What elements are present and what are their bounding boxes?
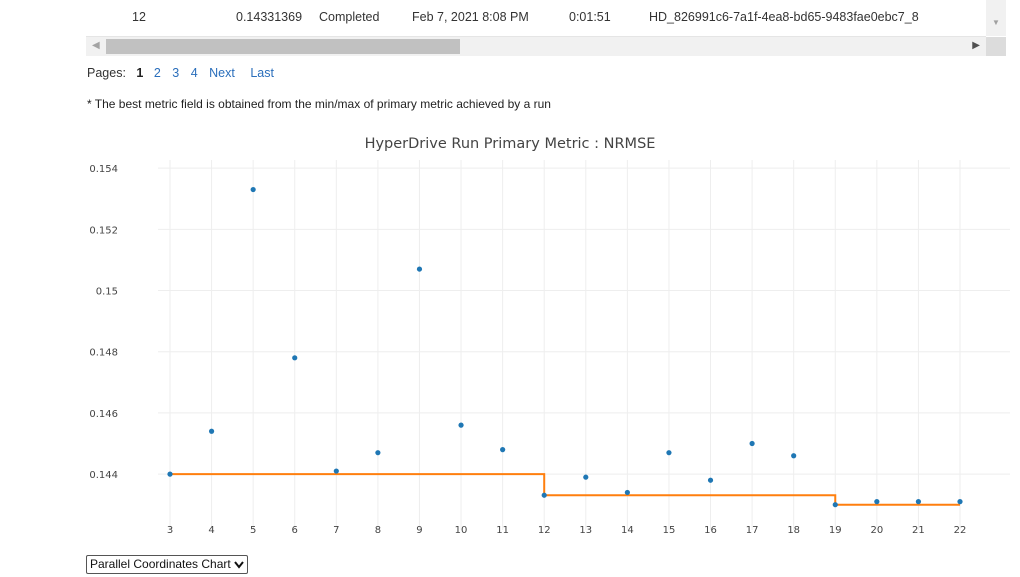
best-metric-footnote: * The best metric field is obtained from… [87,97,551,111]
metric-point[interactable] [707,477,714,483]
chevron-down-icon [233,560,244,569]
metric-point[interactable] [458,422,464,428]
x-tick-label: 3 [167,525,173,536]
next-page-link[interactable]: Next [209,66,235,80]
metric-point[interactable] [749,440,755,447]
x-tick-label: 4 [208,525,214,536]
x-tick-label: 15 [663,525,676,536]
x-tick-label: 5 [250,525,256,536]
x-tick-label: 22 [954,525,967,536]
start-time-cell: Feb 7, 2021 8:08 PM [412,10,529,24]
table-row[interactable]: 12 0.14331369 Completed Feb 7, 2021 8:08… [86,0,986,37]
x-tick-label: 13 [579,525,592,536]
y-axis-ticks: 0.144 0.146 0.148 0.15 0.152 0.154 [89,164,118,481]
x-tick-label: 9 [416,525,422,536]
duration-cell: 0:01:51 [569,10,611,24]
metric-point[interactable] [333,468,339,474]
x-tick-label: 10 [455,525,468,536]
x-tick-label: 20 [870,525,883,536]
y-tick-label: 0.144 [89,470,118,481]
page-link-3[interactable]: 3 [172,66,180,80]
run-id-cell: HD_826991c6-7a1f-4ea8-bd65-9483fae0ebc7_… [649,10,919,24]
page-link-4[interactable]: 4 [190,66,198,80]
primary-metric-chart: 0.144 0.146 0.148 0.15 0.152 0.154 3 4 5 6 7 8 9 10 1… [89,160,1010,536]
x-tick-label: 8 [375,525,381,536]
x-tick-label: 6 [292,525,298,536]
arrow-down-icon[interactable]: ▼ [992,18,1000,27]
chart-type-select[interactable]: Parallel Coordinates Chart [86,555,248,574]
x-tick-label: 18 [787,525,800,536]
metric-point[interactable] [874,499,880,505]
best-metric-step-line [170,473,960,506]
metric-point[interactable] [167,471,173,477]
runs-table: 12 0.14331369 Completed Feb 7, 2021 8:08… [86,0,1006,58]
y-tick-label: 0.148 [89,348,118,359]
vertical-scrollbar[interactable]: ▼ [986,0,1006,36]
metric-point[interactable] [416,266,423,272]
status-cell: Completed [319,10,380,24]
metric-point[interactable] [666,450,672,456]
pagination: Pages: 1 2 3 4 Next Last [87,66,286,80]
page-link-2[interactable]: 2 [153,66,161,80]
x-tick-label: 16 [704,525,717,536]
scrollbar-thumb[interactable] [106,39,460,54]
arrow-left-icon[interactable]: ◀ [92,40,100,51]
current-page: 1 [136,66,144,80]
chart-type-selected: Parallel Coordinates Chart [90,557,231,571]
arrow-right-icon[interactable]: ▶ [972,40,980,51]
metric-point[interactable] [791,453,797,459]
x-tick-label: 12 [538,525,551,536]
y-tick-label: 0.154 [89,164,118,175]
scrollbar-corner [986,37,1006,56]
metric-point[interactable] [250,186,256,193]
metric-point[interactable] [915,499,922,505]
x-tick-label: 17 [746,525,759,536]
metric-point[interactable] [957,499,963,505]
metric-point[interactable] [500,447,506,453]
horizontal-scrollbar[interactable]: ◀ ▶ [86,37,986,56]
x-tick-label: 7 [333,525,339,536]
y-tick-label: 0.15 [96,287,118,298]
chart-grid [158,160,1010,530]
chart-title: HyperDrive Run Primary Metric : NRMSE [364,136,656,152]
x-tick-label: 19 [829,525,842,536]
last-page-link[interactable]: Last [250,66,274,80]
x-tick-label: 21 [912,525,925,536]
x-tick-label: 14 [621,525,634,536]
metric-point[interactable] [375,450,381,456]
pages-label: Pages: [87,66,126,80]
metric-point[interactable] [208,428,215,434]
iteration-cell: 12 [132,10,146,24]
y-tick-label: 0.152 [89,225,118,236]
x-axis-ticks: 3 4 5 6 7 8 9 10 11 12 13 14 15 16 17 18 19 20 21 22 [167,525,967,536]
x-tick-label: 11 [496,525,509,536]
metric-points [167,186,963,508]
metric-point[interactable] [292,355,298,361]
y-tick-label: 0.146 [89,409,118,420]
best-metric-cell: 0.14331369 [236,10,303,24]
metric-point[interactable] [624,489,630,496]
metric-point[interactable] [832,502,838,508]
metric-point[interactable] [541,492,547,498]
metric-point[interactable] [583,474,589,480]
